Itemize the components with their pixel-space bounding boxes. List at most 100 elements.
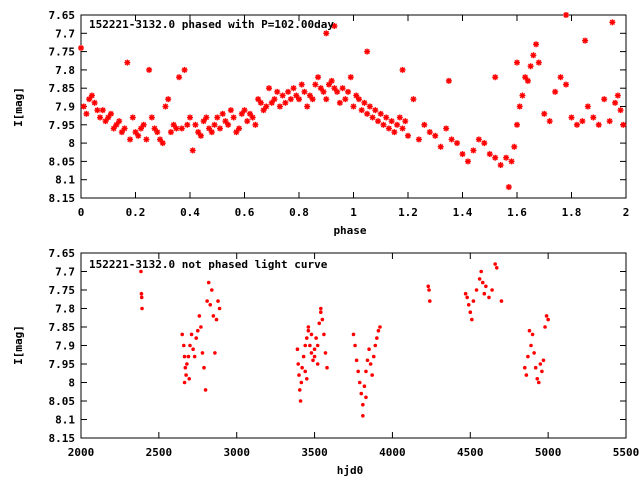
data-point	[216, 124, 224, 133]
data-point	[315, 362, 320, 366]
x-tick-label: 0	[78, 206, 85, 219]
data-point	[90, 99, 99, 107]
data-point	[145, 66, 153, 74]
y-tick-label: 7.9	[55, 101, 75, 114]
data-point	[468, 310, 473, 315]
x-tick-label: 1.8	[562, 206, 582, 219]
data-point	[306, 325, 311, 329]
data-point	[175, 73, 183, 81]
data-point	[186, 113, 194, 122]
data-point	[276, 102, 284, 111]
data-point	[551, 88, 559, 96]
data-point	[367, 347, 371, 352]
y-axis-label: I[mag]	[12, 87, 25, 127]
y-tick-label: 7.65	[49, 247, 76, 260]
x-tick-label: 5000	[535, 446, 562, 459]
data-point	[139, 269, 143, 274]
data-point	[619, 121, 627, 129]
data-point	[385, 124, 393, 133]
data-point	[319, 310, 323, 315]
data-point	[458, 150, 467, 158]
data-point	[312, 354, 317, 359]
data-point	[362, 384, 367, 389]
data-point	[142, 135, 151, 144]
data-point	[474, 288, 479, 292]
data-point	[217, 306, 222, 311]
data-point	[206, 280, 211, 285]
data-point	[80, 102, 88, 111]
data-point	[524, 77, 532, 85]
data-point	[315, 343, 320, 348]
x-tick-label: 3500	[301, 446, 328, 459]
data-point	[214, 317, 219, 322]
data-point	[180, 332, 185, 337]
data-point	[518, 91, 527, 100]
data-point	[308, 343, 312, 348]
chart-unphased: 7.65 7.7 7.75 7.8 7.85 7.9 7.95 8 8.05 8.1 8.15 20…	[12, 247, 639, 477]
x-tick-label: 1	[350, 206, 357, 219]
data-point	[427, 288, 431, 292]
data-point	[543, 325, 547, 329]
data-point	[235, 124, 243, 133]
x-axis-label: phase	[333, 224, 366, 237]
data-point	[513, 121, 521, 129]
data-point	[301, 354, 306, 359]
data-point	[437, 143, 445, 151]
data-point	[197, 132, 205, 140]
data-point	[336, 99, 344, 107]
data-point	[164, 95, 172, 103]
data-point	[184, 373, 188, 377]
data-point	[453, 139, 461, 147]
data-point	[182, 380, 187, 385]
data-point	[303, 369, 308, 374]
data-point	[375, 336, 379, 340]
data-point	[270, 95, 279, 103]
data-point	[309, 351, 314, 355]
data-point	[487, 295, 491, 300]
x-tick-label: 1.6	[507, 206, 527, 219]
data-point	[298, 399, 303, 403]
data-point	[320, 317, 325, 322]
data-point	[480, 280, 485, 285]
data-point	[304, 377, 309, 381]
data-point	[322, 332, 326, 337]
data-point	[364, 395, 368, 400]
data-point	[477, 277, 482, 281]
x-tick-label: 4000	[379, 446, 406, 459]
y-tick-label: 7.7	[55, 266, 75, 279]
data-point	[540, 110, 548, 118]
data-point	[347, 73, 355, 81]
data-point	[311, 358, 315, 363]
data-point	[490, 288, 494, 292]
data-point	[465, 295, 469, 300]
data-point	[546, 317, 550, 322]
data-point	[616, 106, 625, 114]
data-point	[529, 51, 538, 59]
data-point	[303, 102, 311, 111]
y-tick-label: 8.05	[49, 395, 76, 408]
data-point	[300, 88, 309, 96]
y-tick-label: 7.8	[55, 64, 75, 77]
data-point	[479, 269, 483, 274]
data-point	[314, 73, 322, 81]
data-point	[513, 58, 521, 67]
y-tick-label: 7.85	[49, 321, 76, 334]
data-point	[216, 299, 220, 303]
data-point	[486, 150, 494, 158]
data-point	[361, 402, 365, 407]
data-point	[595, 121, 603, 129]
data-point	[140, 306, 144, 311]
data-points	[139, 262, 550, 418]
data-point	[183, 121, 191, 129]
data-point	[364, 369, 368, 374]
x-tick-label: 2500	[146, 446, 173, 459]
x-tick-label: 2000	[68, 446, 95, 459]
data-point	[573, 121, 581, 129]
y-tick-label: 7.7	[55, 27, 75, 40]
data-point	[533, 365, 538, 370]
data-point	[491, 154, 499, 162]
data-point	[578, 117, 587, 125]
data-point	[181, 343, 186, 348]
data-point	[208, 128, 216, 136]
data-point	[390, 128, 399, 136]
